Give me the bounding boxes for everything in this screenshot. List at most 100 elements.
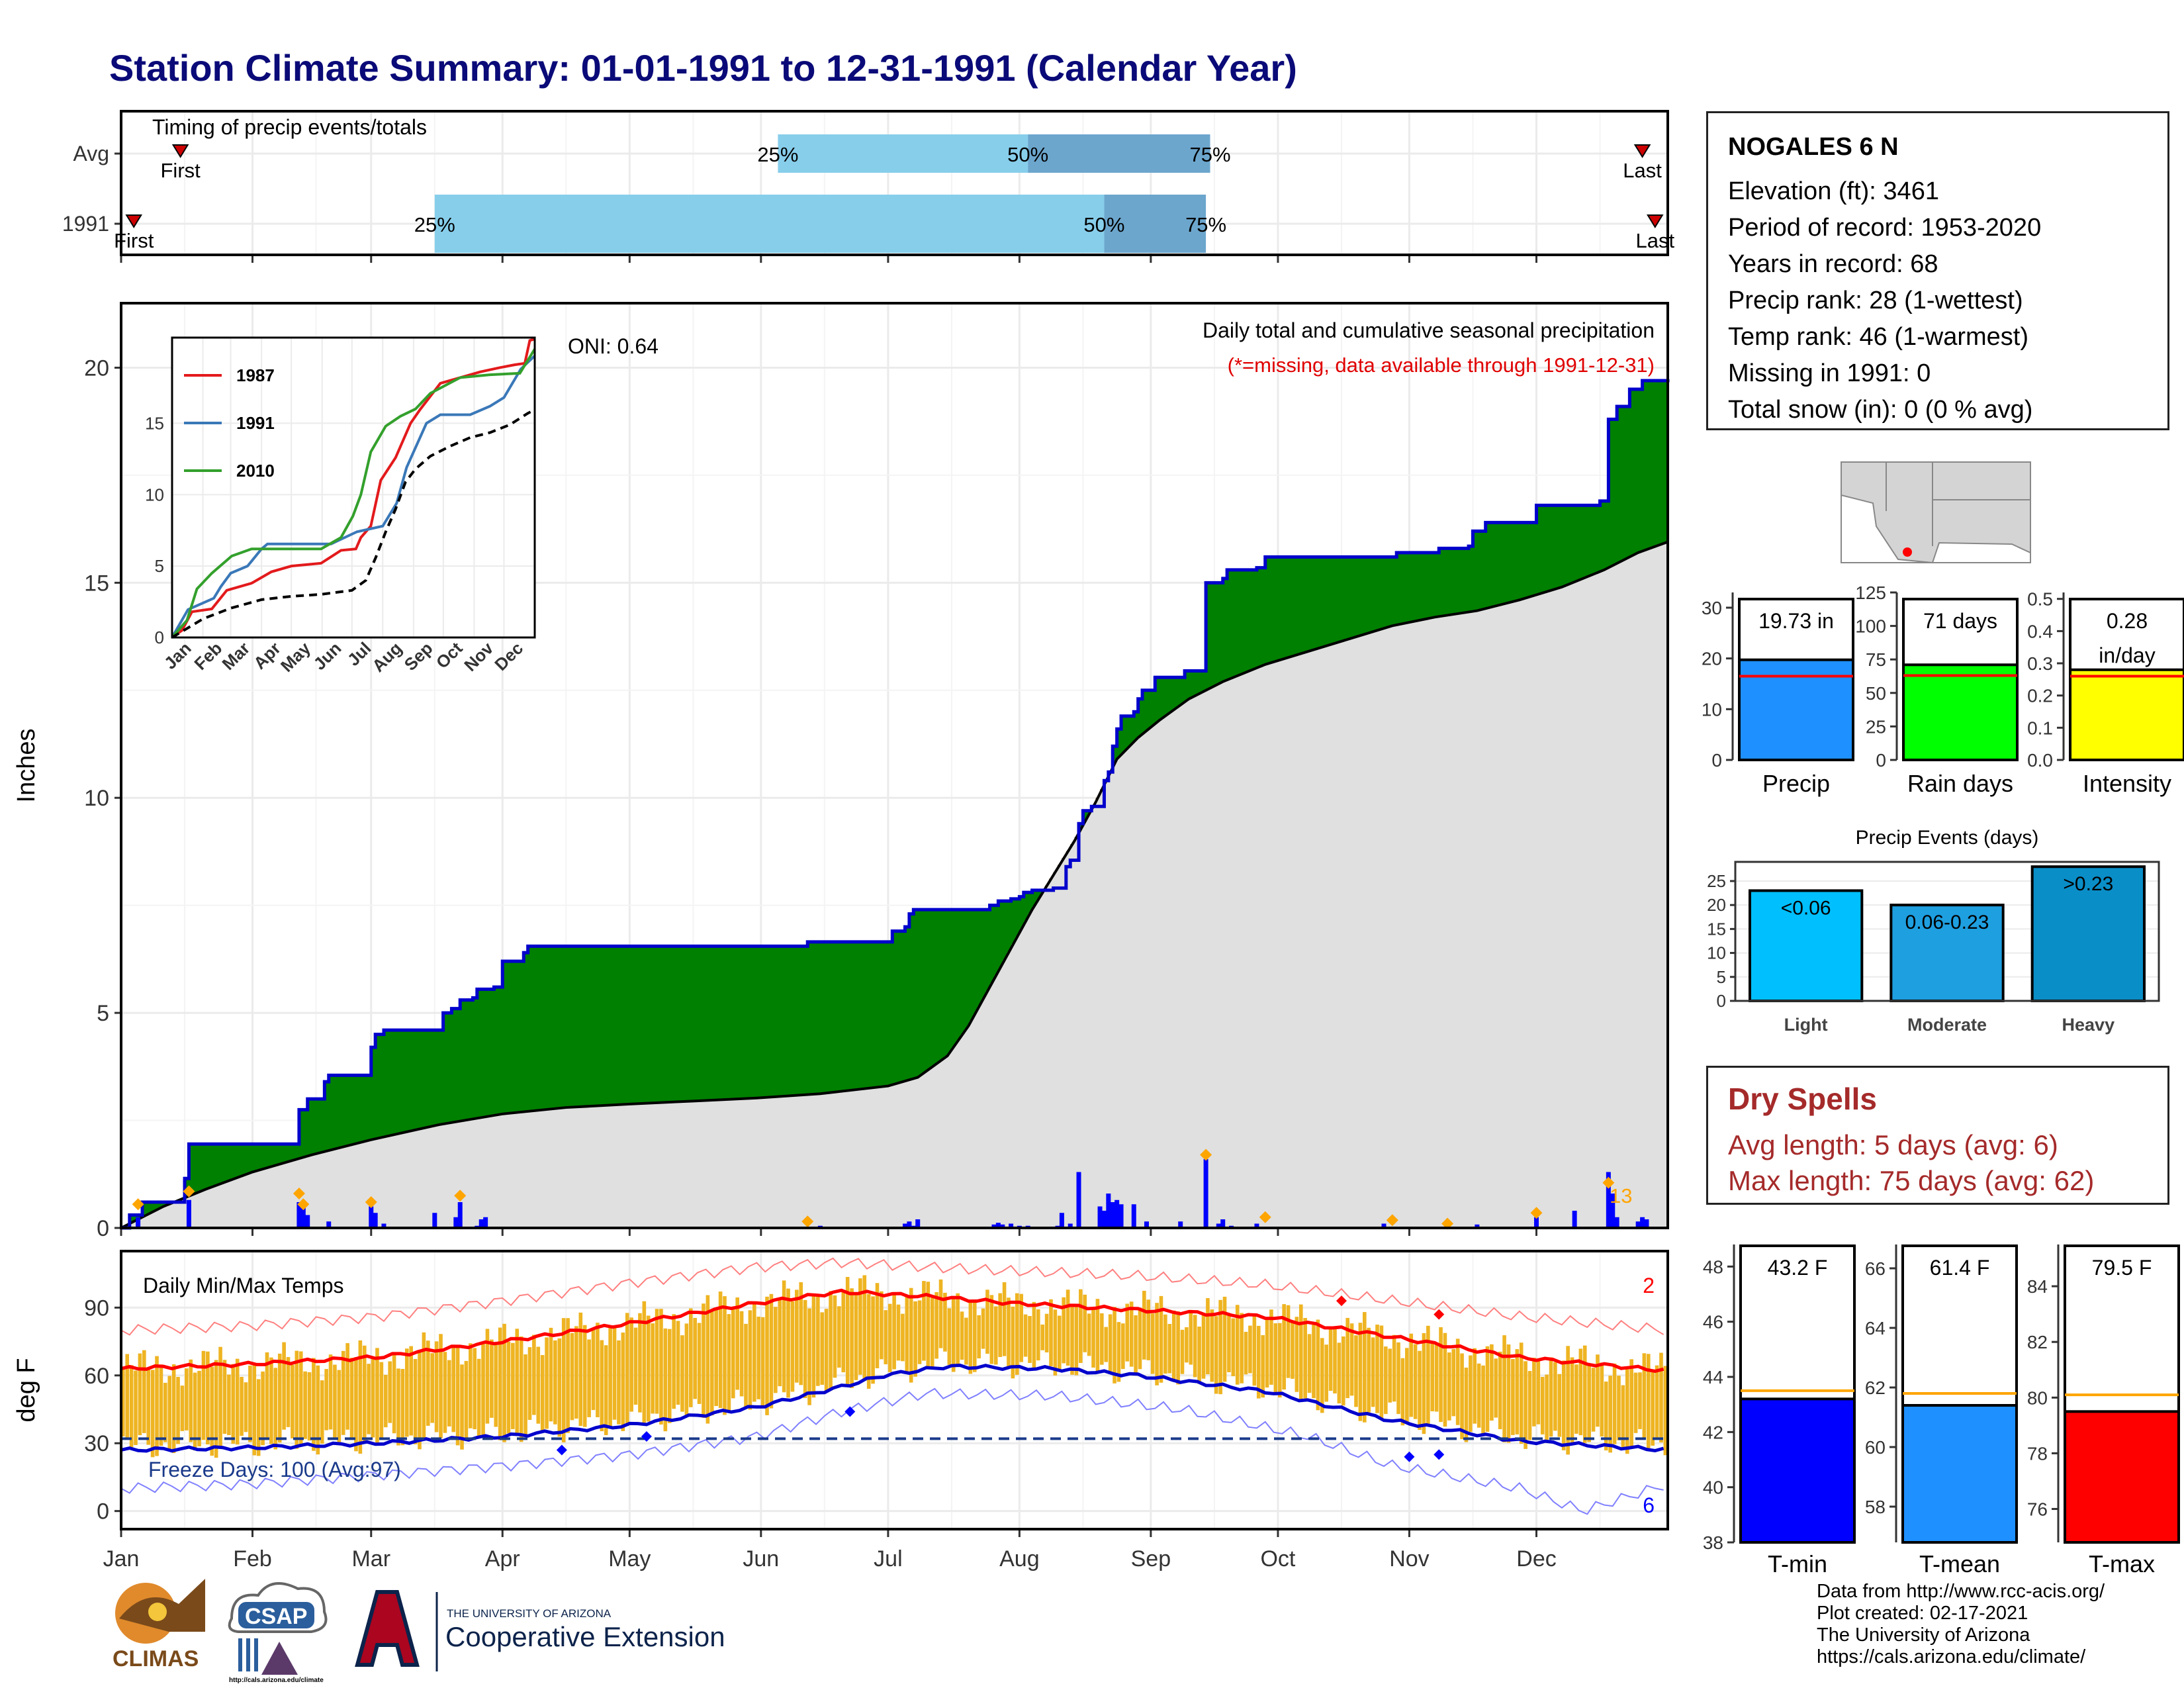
cumulative-anomaly xyxy=(1651,380,1656,547)
cumulative-anomaly xyxy=(494,987,499,1115)
cumulative-anomaly xyxy=(295,1144,300,1160)
daily-temp-bar xyxy=(473,1348,477,1430)
cumulative-anomaly xyxy=(1307,557,1312,651)
cumulative-anomaly xyxy=(519,961,524,1112)
daily-temp-bar xyxy=(1227,1315,1231,1373)
daily-temp-bar xyxy=(566,1318,570,1433)
cumulative-anomaly xyxy=(1375,557,1381,631)
daily-temp-bar xyxy=(1125,1303,1130,1362)
daily-temp-bar xyxy=(146,1368,151,1445)
daily-temp-bar xyxy=(1159,1295,1163,1383)
cumulative-anomaly xyxy=(1574,505,1580,581)
plot-border xyxy=(1734,861,2160,1002)
daily-temp-bar xyxy=(905,1297,909,1374)
cumulative-anomaly xyxy=(1116,729,1122,757)
daily-temp-bar xyxy=(684,1323,689,1415)
cumulative-anomaly xyxy=(155,1202,160,1210)
cumulative-anomaly xyxy=(498,987,503,1115)
cumulative-anomaly xyxy=(1011,898,1016,945)
daily-precip-bar xyxy=(1118,1204,1124,1228)
value-bar xyxy=(2069,668,2184,761)
value-label: 19.73 in xyxy=(1758,609,1834,633)
daily-precip-bar xyxy=(1203,1159,1208,1228)
daily-temp-bar xyxy=(1371,1337,1375,1407)
daily-temp-bar xyxy=(218,1346,222,1446)
tmax-avg-line xyxy=(120,1288,1664,1373)
cumulative-anomaly xyxy=(799,946,804,1096)
cumulative-anomaly xyxy=(1655,380,1660,546)
daily-precip-bar xyxy=(326,1221,332,1228)
y-tick-label: 20 xyxy=(1702,649,1722,669)
cumulative-anomaly xyxy=(1557,505,1563,588)
cumulative-anomaly xyxy=(1083,810,1088,821)
daily-temp-bar xyxy=(1324,1344,1328,1402)
daily-temp-bar xyxy=(1185,1327,1189,1363)
daily-temp-bar xyxy=(1574,1364,1578,1434)
cumulative-anomaly xyxy=(515,961,520,1113)
dry-spells-box: Dry Spells Avg length: 5 days (avg: 6) M… xyxy=(1706,1066,2169,1205)
cumulative-anomaly xyxy=(646,946,651,1103)
cumulative-anomaly xyxy=(1413,552,1418,622)
daily-temp-bar xyxy=(1066,1289,1070,1366)
cumulative-anomaly xyxy=(434,1030,439,1125)
station-info-line: Missing in 1991: 0 xyxy=(1728,359,1931,387)
y-tick-label: 62 xyxy=(1865,1378,1886,1398)
daily-temp-bar xyxy=(917,1300,922,1364)
event-bar xyxy=(1749,889,1864,1002)
daily-temp-bar xyxy=(871,1296,875,1384)
daily-temp-bar xyxy=(1087,1313,1091,1356)
daily-temp-bar xyxy=(265,1352,269,1439)
daily-temp-bar xyxy=(1524,1361,1527,1449)
daily-temp-bar xyxy=(702,1303,705,1418)
daily-temp-bar xyxy=(1642,1353,1647,1439)
extreme-event-marker xyxy=(1386,1214,1398,1227)
daily-temp-bar xyxy=(171,1364,176,1454)
daily-temp-bar xyxy=(502,1323,506,1442)
cumulative-anomaly xyxy=(320,1099,325,1152)
cumulative-anomaly xyxy=(1578,505,1584,580)
cumulative-anomaly xyxy=(1392,557,1397,626)
cumulative-anomaly xyxy=(667,946,672,1102)
cumulative-anomaly xyxy=(880,941,885,1087)
y-tick-label: 38 xyxy=(1703,1532,1723,1553)
quartile-label: 25% xyxy=(757,143,798,166)
daily-temp-bar xyxy=(807,1308,811,1405)
extreme-event-marker xyxy=(297,1198,310,1211)
cumulative-anomaly xyxy=(731,946,736,1100)
x-tick-label: Jul xyxy=(874,1546,902,1571)
daily-temp-bar xyxy=(833,1295,837,1378)
daily-temp-bar xyxy=(1443,1333,1447,1427)
cumulative-anomaly xyxy=(443,1013,448,1124)
cumulative-anomaly xyxy=(841,941,846,1092)
cumulative-anomaly xyxy=(1629,389,1635,556)
cumulative-anomaly xyxy=(702,946,707,1101)
oni-label: ONI: 0.64 xyxy=(568,334,659,358)
daily-temp-bar xyxy=(1434,1342,1439,1412)
daily-temp-bar xyxy=(1222,1296,1227,1382)
value-label: 43.2 F xyxy=(1768,1256,1828,1280)
daily-temp-bar xyxy=(943,1292,947,1352)
cumulative-anomaly xyxy=(1439,548,1444,616)
location-map xyxy=(1841,461,2031,564)
daily-temp-bar xyxy=(1405,1348,1409,1424)
record-low-count: 6 xyxy=(1643,1493,1655,1517)
daily-temp-bar xyxy=(362,1345,367,1443)
cumulative-anomaly xyxy=(1633,389,1639,554)
cumulative-anomaly xyxy=(201,1144,206,1190)
cumulative-anomaly xyxy=(426,1030,431,1127)
daily-temp-bar xyxy=(1570,1357,1574,1445)
daily-temp-bar xyxy=(1036,1309,1040,1361)
daily-temp-bar xyxy=(1358,1323,1363,1421)
daily-temp-bar xyxy=(337,1370,341,1442)
y-tick-label: 46 xyxy=(1703,1312,1723,1333)
cumulative-anomaly xyxy=(490,989,495,1116)
cumulative-anomaly xyxy=(596,946,601,1106)
daily-temp-bar xyxy=(1451,1348,1456,1417)
cumulative-anomaly xyxy=(985,910,991,991)
daily-temp-bar xyxy=(256,1379,261,1456)
cumulative-anomaly xyxy=(1163,677,1169,716)
daily-temp-bar xyxy=(227,1374,231,1435)
daily-temp-bar xyxy=(1303,1318,1307,1399)
extreme-event-marker xyxy=(183,1185,195,1197)
cumulative-anomaly xyxy=(795,946,800,1096)
